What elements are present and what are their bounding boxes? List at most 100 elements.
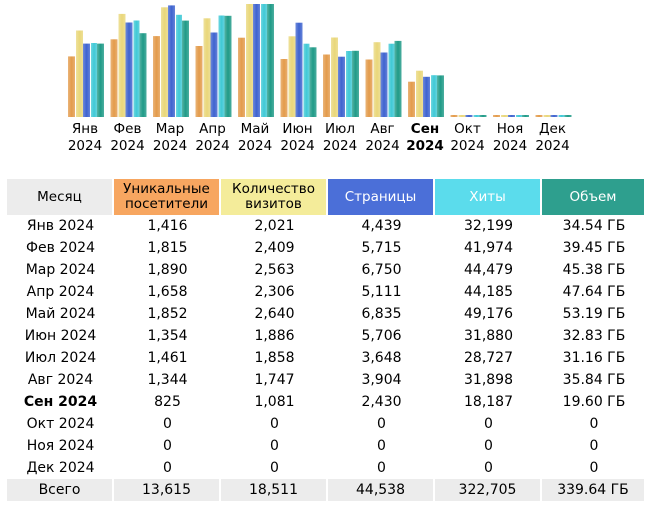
month-tick-year: 2024: [237, 138, 273, 154]
cell-bandwidth: 31.16 ГБ: [562, 350, 626, 366]
month-tick-label: Мар 2024: [148, 121, 192, 155]
total-hits: 322,705: [435, 479, 542, 501]
cell-pages: 3,904: [361, 372, 402, 388]
cell-unique: 0: [163, 438, 172, 454]
bar-bandwidth-12: [564, 115, 572, 117]
table-row: Янв 2024 1,416 2,021 4,439 32,199 34.54 ГБ: [7, 215, 646, 237]
total-pages: 44,538: [328, 479, 435, 501]
total-bandwidth: 339.64 ГБ: [542, 479, 646, 501]
table-row-current: Сен 2024 825 1,081 2,430 18,187 19.60 ГБ: [7, 391, 646, 413]
cell-bandwidth: 0: [589, 438, 599, 454]
cell-pages: 5,706: [361, 328, 402, 344]
header-bandwidth: Объем: [542, 179, 646, 215]
month-tick-year: 2024: [110, 138, 145, 154]
month-tick-month: Сен: [410, 121, 440, 137]
cell-visits: 0: [270, 416, 279, 432]
bar-pages-4: [210, 32, 218, 117]
bar-unique-8: [365, 59, 373, 117]
bar-visits-2: [118, 13, 126, 117]
cell-bandwidth: 47.64 ГБ: [562, 284, 626, 300]
month-tick-year: 2024: [152, 138, 188, 154]
table-row: Ноя 2024 0 0 0 0 0: [7, 435, 646, 457]
month-tick-month: Ноя: [496, 121, 524, 137]
month-tick-month: Май: [240, 121, 270, 137]
bar-pages-2: [125, 22, 133, 117]
month-tick-year: 2024: [535, 138, 570, 154]
cell-pages: 3,648: [361, 350, 402, 366]
bar-bandwidth-8: [394, 40, 402, 117]
table-row-total: Всего 13,615 18,511 44,538 322,705 339.6…: [7, 479, 646, 501]
cell-bandwidth: 53.19 ГБ: [562, 306, 626, 322]
bar-unique-1: [68, 56, 75, 117]
month-tick-month: Окт: [454, 121, 481, 137]
bar-visits-9: [416, 70, 423, 117]
month-tick-year: 2024: [492, 138, 528, 154]
cell-unique: 0: [163, 460, 172, 476]
bar-hits-4: [218, 15, 225, 117]
bar-unique-9: [408, 81, 415, 117]
bar-unique-11: [493, 115, 500, 117]
bar-unique-3: [153, 36, 160, 117]
month-tick-year: 2024: [406, 138, 444, 154]
cell-month: Май 2024: [25, 306, 96, 322]
bar-hits-11: [516, 115, 522, 117]
month-tick-month: Июл: [324, 121, 356, 137]
month-tick-label: Дек 2024: [531, 121, 575, 155]
cell-unique: 825: [154, 394, 181, 410]
bar-hits-1: [91, 43, 97, 117]
cell-pages: 0: [377, 460, 386, 476]
monthly-bar-chart: [68, 4, 572, 118]
month-tick-label: Янв 2024: [63, 121, 107, 155]
bar-bandwidth-2: [139, 33, 147, 118]
month-tick-label: Ноя 2024: [488, 121, 532, 155]
cell-month: Мар 2024: [25, 262, 96, 278]
bar-pages-1: [83, 43, 90, 117]
cell-hits: 0: [484, 438, 493, 454]
bar-unique-6: [280, 59, 288, 117]
bar-visits-11: [501, 115, 508, 117]
month-tick-label: Июл 2024: [318, 121, 362, 155]
bar-unique-5: [238, 37, 245, 118]
table-row: Июл 2024 1,461 1,858 3,648 28,727 31.16 ГБ: [7, 347, 646, 369]
month-tick-month: Апр: [199, 121, 226, 137]
cell-visits: 2,021: [254, 218, 295, 234]
cell-hits: 44,479: [464, 262, 513, 278]
bar-pages-7: [338, 56, 345, 117]
month-tick-month: Дек: [538, 121, 566, 137]
bar-hits-6: [303, 43, 310, 118]
bar-unique-7: [323, 54, 330, 117]
month-tick-month: Фев: [113, 121, 142, 137]
bar-pages-12: [550, 115, 558, 117]
bar-visits-10: [458, 115, 466, 117]
bar-visits-12: [543, 115, 551, 117]
bar-bandwidth-1: [97, 43, 104, 117]
cell-month: Янв 2024: [26, 218, 95, 234]
table-row: Июн 2024 1,354 1,886 5,706 31,880 32.83 ГБ: [7, 325, 646, 347]
cell-pages: 2,430: [361, 394, 402, 410]
bar-pages-5: [253, 4, 260, 117]
cell-pages: 4,439: [361, 218, 402, 234]
table-row: Май 2024 1,852 2,640 6,835 49,176 53.19 ГБ: [7, 303, 646, 325]
bar-bandwidth-6: [309, 47, 317, 117]
bar-bandwidth-5: [267, 4, 274, 117]
month-tick-year: 2024: [195, 138, 230, 154]
cell-unique: 1,815: [147, 240, 188, 256]
bar-pages-10: [465, 115, 473, 117]
month-tick-label: Окт 2024: [446, 121, 490, 155]
bar-bandwidth-10: [479, 115, 487, 117]
header-visits: Количество визитов: [221, 179, 328, 215]
cell-bandwidth: 34.54 ГБ: [562, 218, 626, 234]
cell-unique: 1,354: [147, 328, 188, 344]
bar-unique-4: [195, 46, 203, 117]
total-label: Всего: [7, 479, 114, 501]
cell-unique: 1,852: [147, 306, 188, 322]
month-tick-label: Авг 2024: [361, 121, 405, 155]
header-pages: Страницы: [328, 179, 435, 215]
cell-month: Ноя 2024: [26, 438, 95, 454]
bar-hits-5: [261, 4, 267, 117]
month-tick-year: 2024: [67, 138, 103, 154]
cell-visits: 2,306: [254, 284, 295, 300]
bar-pages-8: [380, 52, 388, 117]
bar-pages-6: [295, 22, 303, 118]
cell-bandwidth: 0: [589, 416, 599, 432]
